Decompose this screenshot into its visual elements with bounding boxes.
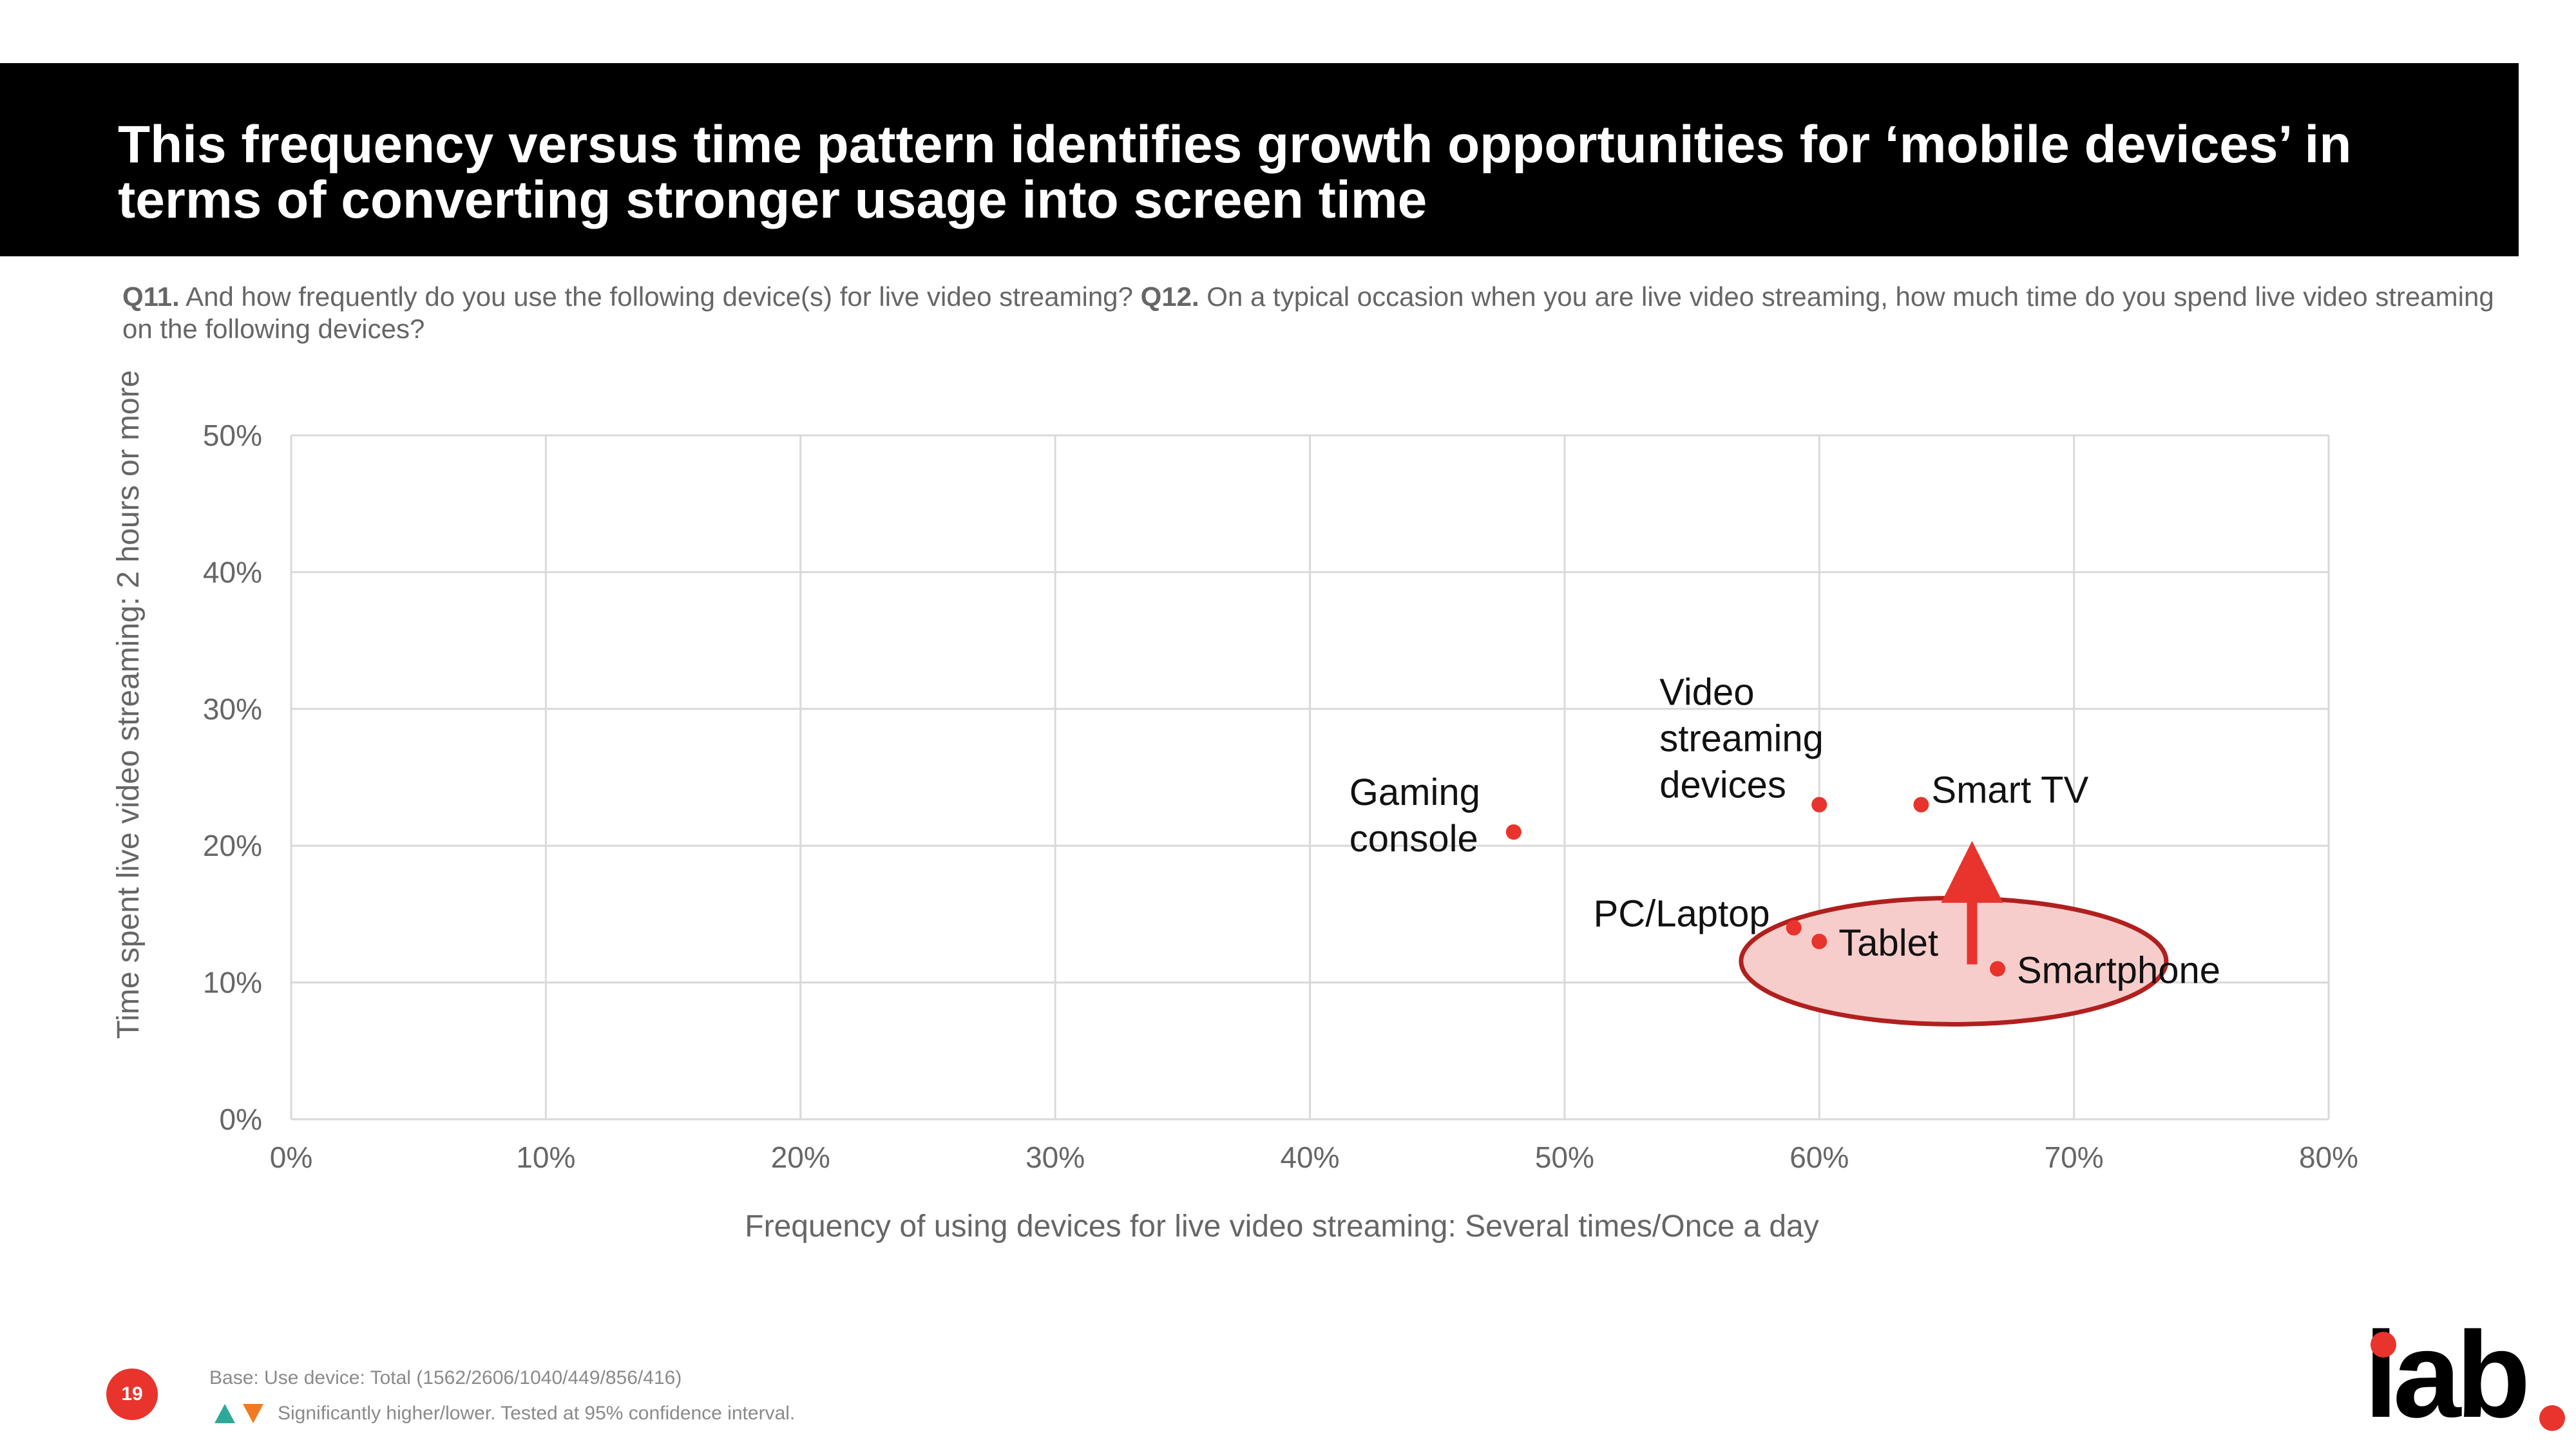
q11-text: And how frequently do you use the follow… bbox=[179, 281, 1141, 312]
x-tick-label: 60% bbox=[1789, 1141, 1849, 1174]
x-tick-label: 30% bbox=[1026, 1141, 1085, 1174]
y-tick-label: 40% bbox=[203, 555, 262, 589]
significance-text: Significantly higher/lower. Tested at 95… bbox=[278, 1403, 796, 1424]
page-number-badge: 19 bbox=[106, 1368, 158, 1420]
logo-dot-end bbox=[2539, 1405, 2565, 1431]
q11-label: Q11. bbox=[122, 281, 180, 312]
up-triangle-icon bbox=[215, 1404, 235, 1423]
logo-dot-top bbox=[2371, 1332, 2396, 1358]
title-banner: This frequency versus time pattern ident… bbox=[0, 63, 2519, 256]
x-tick-label: 50% bbox=[1535, 1141, 1594, 1174]
question-text: Q11. And how frequently do you use the f… bbox=[122, 281, 2506, 345]
y-tick-label: 10% bbox=[203, 966, 262, 999]
scatter-chart: 0% 10% 20% 30% 40% 50% 60% 70% 80% 0% 10% 20% 30% 40%… bbox=[111, 370, 2358, 1244]
significance-note: Significantly higher/lower. Tested at 95… bbox=[215, 1403, 795, 1425]
point-label-smart-tv: Smart TV bbox=[1931, 769, 2088, 811]
data-point-gaming-console bbox=[1505, 824, 1522, 840]
point-label-gaming-console: Gaming console bbox=[1350, 772, 1480, 860]
page-title: This frequency versus time pattern ident… bbox=[118, 115, 2352, 229]
data-point-video-streaming-devices bbox=[1811, 797, 1827, 813]
y-tick-label: 20% bbox=[203, 829, 262, 862]
point-label-smartphone: Smartphone bbox=[2017, 949, 2220, 991]
data-point-smart-tv bbox=[1913, 797, 1929, 813]
x-tick-label: 0% bbox=[270, 1141, 312, 1174]
iab-logo: iab bbox=[2364, 1307, 2565, 1443]
q12-text: On a typical occasion when you are live … bbox=[122, 281, 2494, 344]
y-tick-label: 0% bbox=[220, 1103, 262, 1136]
data-point-tablet bbox=[1811, 933, 1827, 949]
x-tick-label: 80% bbox=[2299, 1141, 2358, 1174]
x-tick-label: 20% bbox=[771, 1141, 830, 1174]
x-tick-label: 40% bbox=[1280, 1141, 1339, 1174]
down-triangle-icon bbox=[243, 1404, 263, 1423]
point-label-video-streaming-devices: Video streaming devices bbox=[1659, 671, 1824, 806]
data-point-pc-laptop bbox=[1786, 920, 1802, 936]
y-tick-label: 30% bbox=[203, 692, 262, 726]
x-tick-label: 10% bbox=[516, 1141, 575, 1174]
point-label-pc-laptop: PC/Laptop bbox=[1594, 893, 1770, 935]
y-axis-title: Time spent live video streaming: 2 hours… bbox=[111, 370, 146, 1039]
x-tick-label: 70% bbox=[2045, 1141, 2104, 1174]
q12-label: Q12. bbox=[1140, 281, 1199, 312]
y-tick-label: 50% bbox=[203, 419, 262, 452]
point-label-tablet: Tablet bbox=[1838, 922, 1938, 964]
data-point-smartphone bbox=[1990, 961, 2006, 977]
logo-text: iab bbox=[2364, 1307, 2531, 1443]
x-axis-title: Frequency of using devices for live vide… bbox=[745, 1209, 1818, 1244]
base-note: Base: Use device: Total (1562/2606/1040/… bbox=[209, 1367, 682, 1388]
